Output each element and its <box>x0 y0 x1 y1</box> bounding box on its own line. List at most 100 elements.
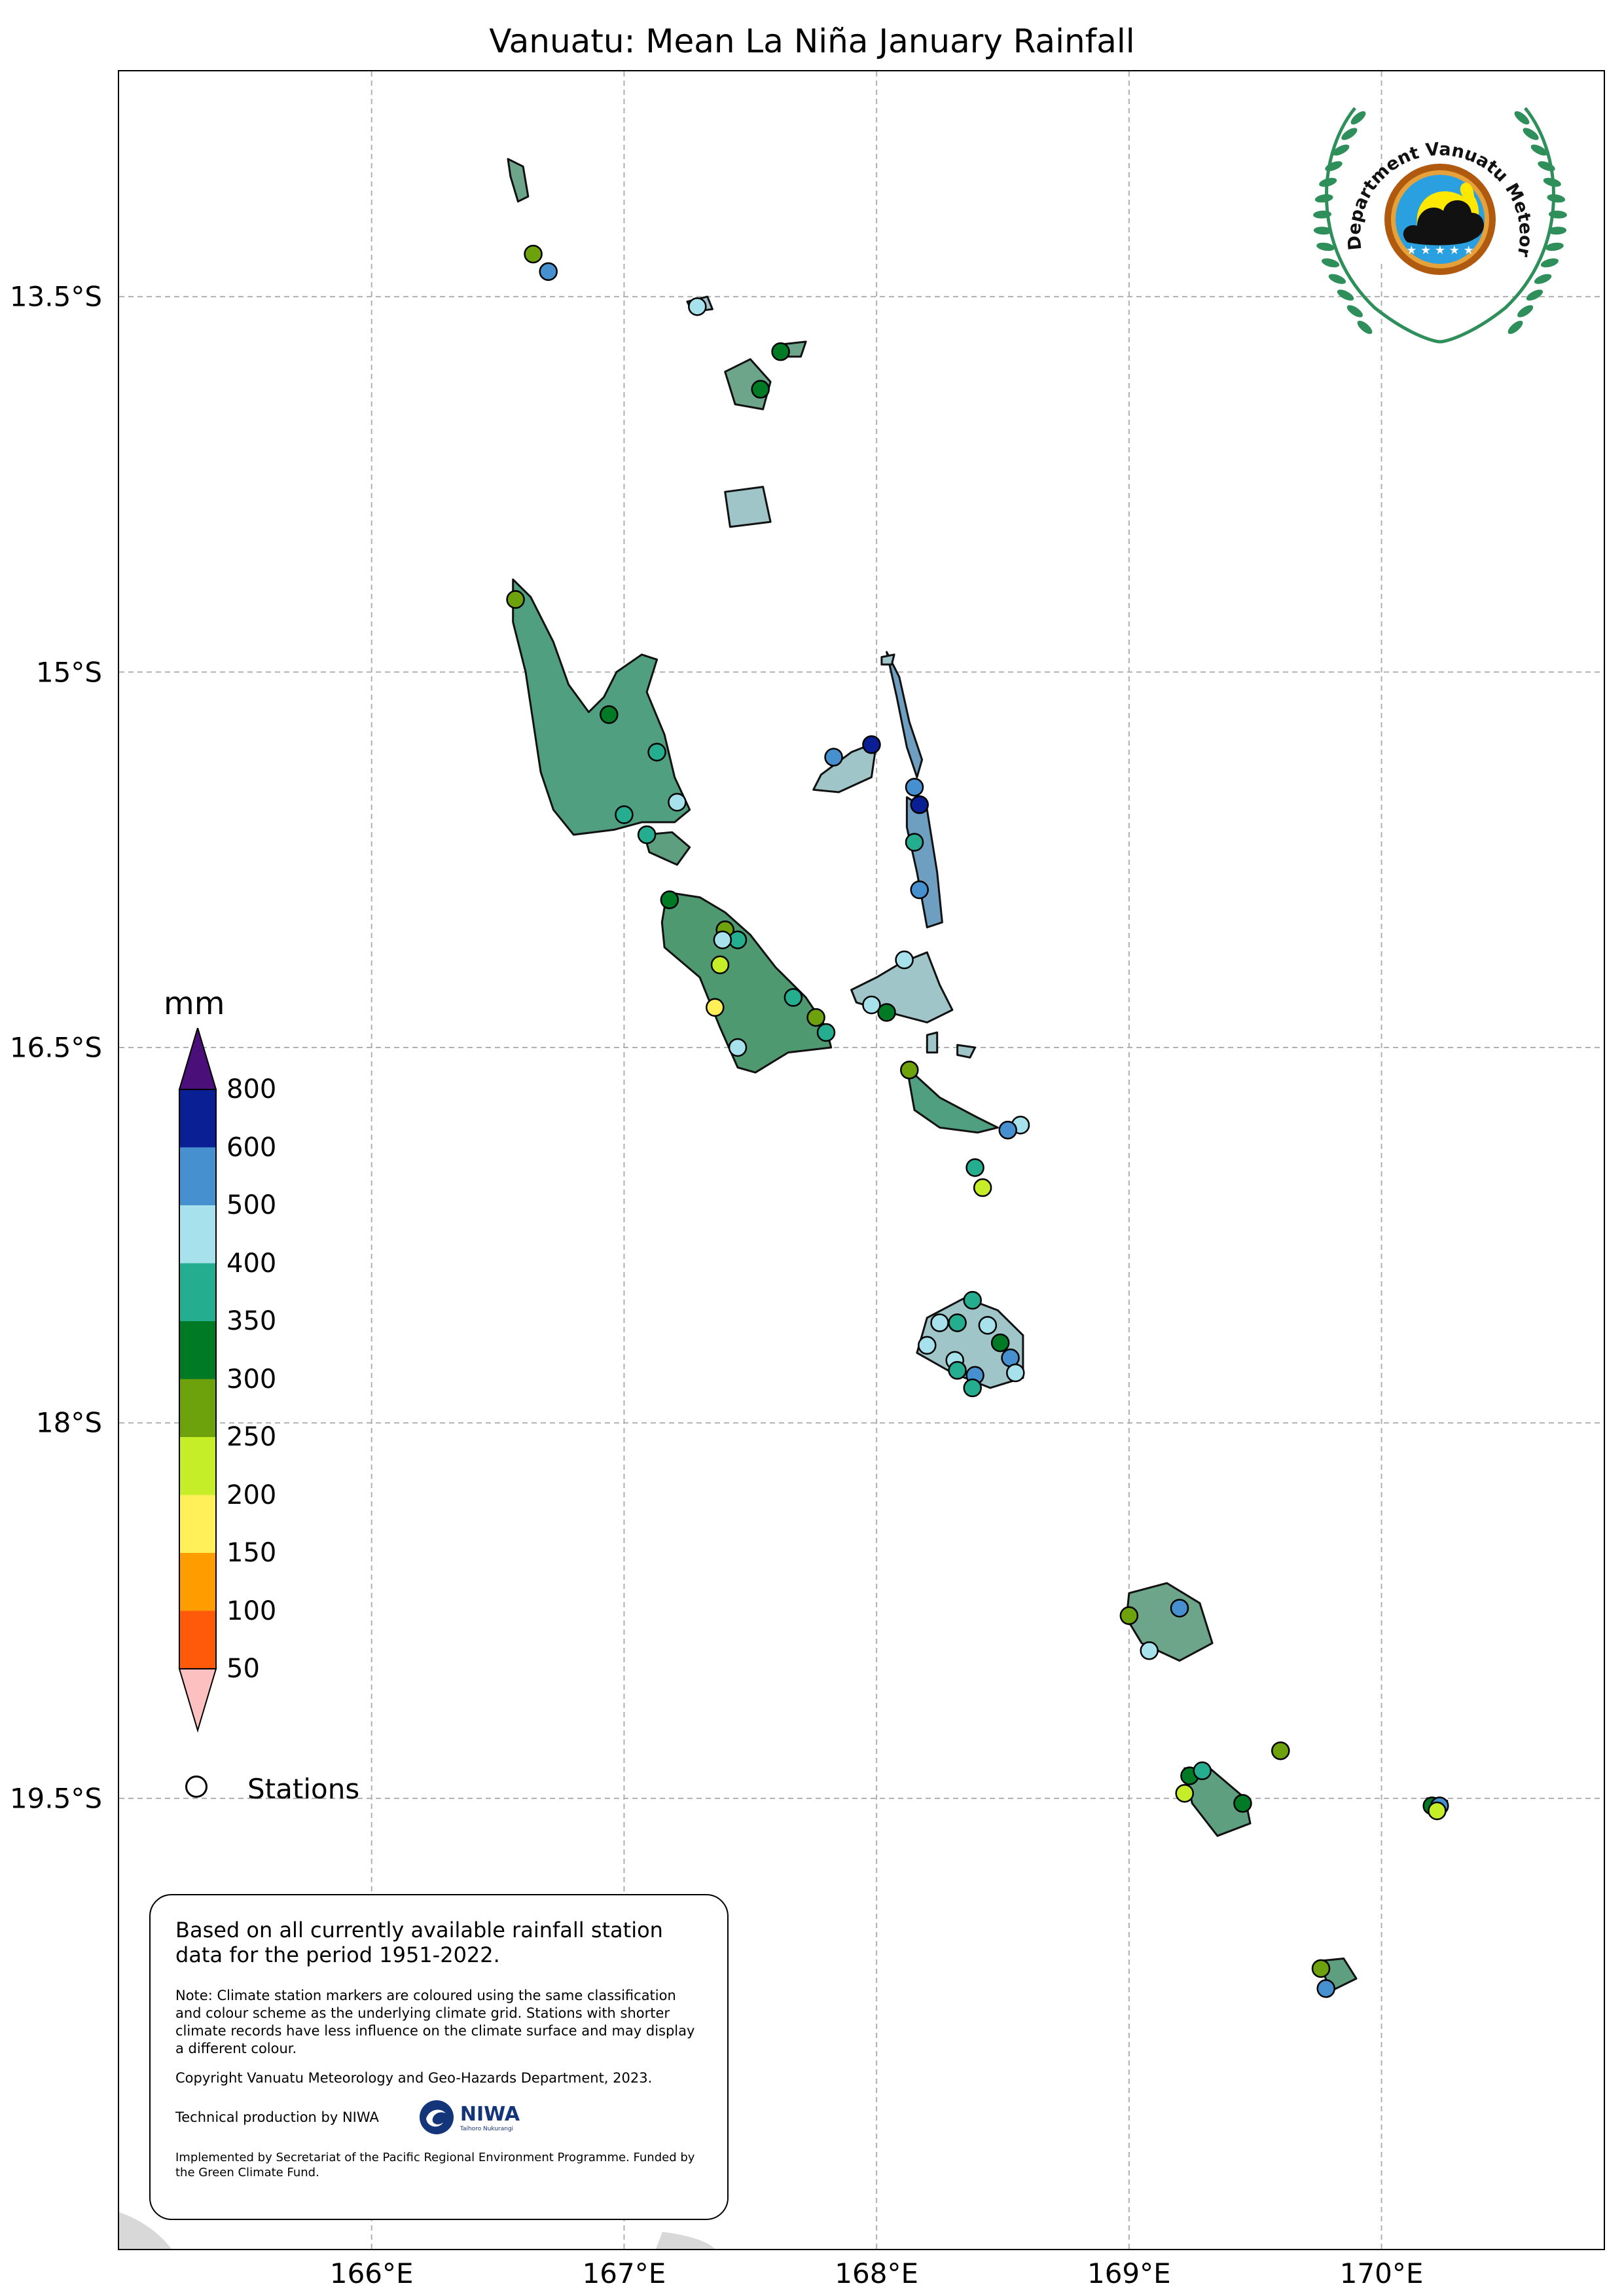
station-marker[interactable] <box>877 1003 896 1022</box>
station-marker[interactable] <box>963 1290 982 1310</box>
island-landmasses <box>507 158 1449 1992</box>
station-marker[interactable] <box>998 1120 1017 1140</box>
niwa-logo-sub: Taihoro Nukurangi <box>460 2125 514 2132</box>
map-title: Vanuatu: Mean La Niña January Rainfall <box>489 22 1135 60</box>
station-marker[interactable] <box>973 1178 992 1197</box>
laurel-leaf <box>1321 258 1340 268</box>
station-marker[interactable] <box>1140 1641 1159 1660</box>
station-marker[interactable] <box>524 244 543 264</box>
laurel-leaves-icon <box>1313 111 1567 335</box>
laurel-leaf <box>1545 242 1564 251</box>
island-shape <box>886 651 924 778</box>
station-marker[interactable] <box>965 1158 984 1177</box>
laurel-leaf <box>1325 161 1343 172</box>
station-marker[interactable] <box>806 1008 825 1027</box>
lon-tick-label: 169°E <box>1087 2257 1171 2289</box>
station-marker[interactable] <box>660 890 679 909</box>
station-marker[interactable] <box>1428 1801 1447 1821</box>
colorbar-min-triangle <box>178 1668 217 1733</box>
station-marker[interactable] <box>948 1360 967 1380</box>
niwa-logo-text: NIWA <box>460 2102 520 2126</box>
station-marker[interactable] <box>688 297 707 316</box>
station-marker[interactable] <box>1119 1606 1139 1626</box>
laurel-leaf <box>1316 242 1335 251</box>
station-marker[interactable] <box>862 995 881 1015</box>
island-shape <box>812 741 878 793</box>
note-main-text: Based on all currently available rainfal… <box>175 1918 663 1967</box>
station-marker[interactable] <box>948 1313 967 1332</box>
laurel-leaf <box>1313 210 1332 219</box>
laurel-leaf <box>1341 128 1358 140</box>
station-marker[interactable] <box>1193 1761 1212 1781</box>
island-shape <box>512 578 691 836</box>
laurel-leaf <box>1313 227 1332 235</box>
station-marker[interactable] <box>1006 1363 1025 1383</box>
colorbar-band <box>179 1437 216 1495</box>
island-shape <box>956 1044 977 1059</box>
station-marker[interactable] <box>1170 1599 1189 1618</box>
laurel-wreath-icon <box>1325 107 1555 344</box>
map-panel[interactable] <box>118 70 1605 2250</box>
station-marker[interactable] <box>637 825 657 845</box>
laurel-leaf <box>1346 305 1363 318</box>
station-marker[interactable] <box>895 950 914 970</box>
island-shape <box>880 653 895 666</box>
station-marker[interactable] <box>905 833 924 852</box>
laurel-leaf <box>1538 161 1555 172</box>
colorbar-tick-label: 300 <box>226 1364 277 1394</box>
station-marker[interactable] <box>784 988 803 1007</box>
colorbar-tick-label: 350 <box>226 1306 277 1336</box>
technical-credit-text: Technical production by NIWA <box>175 2109 379 2125</box>
station-marker[interactable] <box>990 1333 1010 1353</box>
station-marker[interactable] <box>1311 1959 1331 1978</box>
station-marker[interactable] <box>910 880 929 900</box>
island-shape <box>507 158 530 203</box>
station-marker[interactable] <box>824 748 843 767</box>
colorbar-band <box>179 1089 216 1148</box>
station-marker[interactable] <box>930 1313 949 1332</box>
colorbar-band <box>179 1379 216 1437</box>
colorbar-tick-label: 500 <box>226 1190 277 1220</box>
station-marker[interactable] <box>910 795 929 814</box>
station-marker[interactable] <box>978 1316 998 1335</box>
colorbar-tick-label: 150 <box>226 1538 277 1568</box>
colorbar-band <box>179 1553 216 1611</box>
laurel-leaf <box>1507 320 1523 335</box>
station-marker[interactable] <box>751 380 770 399</box>
station-marker[interactable] <box>1175 1783 1194 1803</box>
colorbar-tick-label: 250 <box>226 1422 277 1452</box>
colorbar-unit: mm <box>164 985 225 1022</box>
laurel-leaf <box>1523 128 1539 140</box>
laurel-leaf <box>1543 177 1561 187</box>
station-marker[interactable] <box>1271 1741 1290 1760</box>
implementation-text: Implemented by Secretariat of the Pacifi… <box>175 2151 695 2179</box>
colorbar-tick-label: 800 <box>226 1074 277 1104</box>
station-marker[interactable] <box>506 590 525 609</box>
station-marker[interactable] <box>647 742 666 762</box>
station-marker[interactable] <box>905 778 924 797</box>
station-marker[interactable] <box>963 1378 982 1398</box>
station-marker[interactable] <box>862 735 881 754</box>
new-caledonia-land <box>119 2212 171 2249</box>
station-marker[interactable] <box>1233 1794 1252 1813</box>
station-marker[interactable] <box>1316 1979 1335 1998</box>
station-marker[interactable] <box>615 805 634 824</box>
map-canvas <box>119 71 1604 2249</box>
station-marker[interactable] <box>728 1038 748 1057</box>
station-marker[interactable] <box>713 930 732 949</box>
laurel-leaf <box>1328 274 1346 284</box>
station-marker[interactable] <box>900 1061 919 1080</box>
station-marker[interactable] <box>668 793 687 812</box>
station-marker[interactable] <box>600 705 619 724</box>
station-marker[interactable] <box>706 998 725 1017</box>
station-marker[interactable] <box>918 1336 937 1355</box>
station-marker[interactable] <box>816 1023 836 1042</box>
station-marker[interactable] <box>539 262 558 282</box>
niwa-logo: NIWA Taihoro Nukurangi <box>418 2099 520 2136</box>
station-marker[interactable] <box>710 955 730 975</box>
island-shape <box>926 1031 939 1054</box>
island-shape <box>1125 1582 1214 1662</box>
station-marker[interactable] <box>771 342 790 361</box>
lon-tick-label: 170°E <box>1339 2257 1424 2289</box>
stations-legend-label: Stations <box>247 1773 360 1805</box>
